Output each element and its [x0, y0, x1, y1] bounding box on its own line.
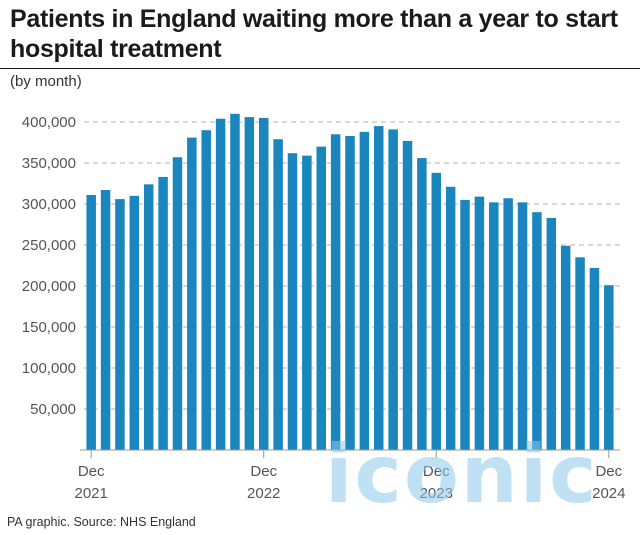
- source-note: PA graphic. Source: NHS England: [7, 515, 196, 529]
- bar: [359, 131, 370, 450]
- bar: [345, 135, 355, 450]
- chart-subtitle: (by month): [10, 73, 82, 90]
- bar: [489, 202, 499, 450]
- bar: [287, 153, 298, 450]
- bar: [417, 158, 427, 450]
- bar: [115, 199, 125, 450]
- bar: [302, 155, 312, 450]
- bar: [258, 117, 269, 451]
- x-tick-label-month: Dec: [250, 463, 277, 480]
- x-tick-label-year: 2024: [592, 485, 625, 502]
- chart-title: Patients in England waiting more than a …: [10, 5, 618, 63]
- y-tick-label: 50,000: [30, 401, 76, 418]
- x-tick-label-year: 2023: [420, 485, 453, 502]
- bar: [604, 285, 614, 450]
- y-tick-label: 400,000: [22, 114, 76, 131]
- y-tick-label: 250,000: [22, 237, 76, 254]
- bar: [546, 217, 557, 450]
- bar: [273, 139, 283, 450]
- y-tick-label: 300,000: [22, 196, 76, 213]
- bar: [431, 172, 442, 450]
- bar: [532, 212, 542, 450]
- y-axis-ticks: 50,000 100,000 150,000 200,000 250,000 300,00…: [22, 114, 76, 418]
- bar: [560, 245, 571, 450]
- bar: [589, 267, 600, 450]
- x-tick-label-year: 2022: [247, 485, 280, 502]
- bar: [100, 190, 111, 450]
- bar-chart: 50,000 100,000 150,000 200,000 250,000 300,00…: [22, 113, 625, 502]
- y-tick-label: 200,000: [22, 278, 76, 295]
- bar: [517, 202, 528, 450]
- bar: [445, 186, 456, 450]
- bar: [187, 137, 197, 450]
- y-tick-label: 350,000: [22, 155, 76, 172]
- y-tick-label: 100,000: [22, 360, 76, 377]
- bar: [503, 198, 513, 450]
- bar: [86, 194, 96, 450]
- bar: [460, 199, 470, 450]
- bar: [474, 196, 485, 450]
- bar: [201, 130, 211, 450]
- bar: [402, 140, 413, 451]
- x-tick-label-year: 2021: [75, 485, 108, 502]
- x-axis: Dec 2021 Dec 2022 Dec 2023 Dec 2024: [75, 449, 625, 502]
- bar: [374, 126, 384, 450]
- y-tick-label: 150,000: [22, 319, 76, 336]
- x-tick-label-month: Dec: [595, 463, 622, 480]
- x-tick-label-month: Dec: [423, 463, 450, 480]
- bar: [215, 118, 226, 450]
- bar: [129, 195, 140, 450]
- bar: [244, 117, 255, 450]
- bar: [143, 184, 154, 450]
- bar: [172, 157, 183, 450]
- bar: [158, 176, 168, 450]
- bar: [388, 129, 398, 450]
- bars: [86, 113, 614, 451]
- bar: [575, 257, 585, 450]
- x-tick-label-month: Dec: [78, 463, 105, 480]
- title-divider: [0, 68, 640, 69]
- bar: [330, 134, 341, 451]
- bar: [230, 113, 240, 451]
- bar: [316, 146, 326, 450]
- watermark-logo: iconic: [325, 428, 599, 521]
